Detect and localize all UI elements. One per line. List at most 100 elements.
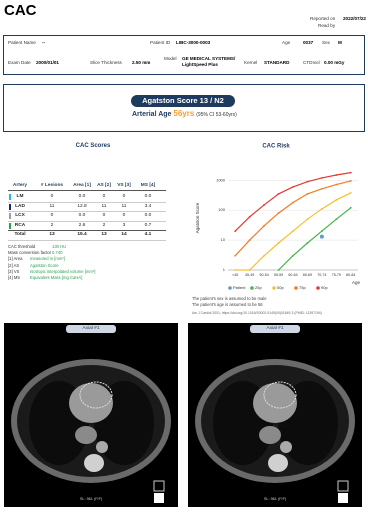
table-cell: 0 — [50, 194, 54, 199]
table-cell: 13 — [101, 232, 107, 237]
field-value: STANDARD — [264, 60, 290, 65]
image-footer: SL: 961 (F/F) — [79, 497, 103, 501]
series-point — [335, 199, 338, 201]
note-value: Equivalent Mass [mg CaHA] — [30, 275, 83, 280]
risk-chart: CAC Risk Agatston Score 1 10 100 1000 <45 45-49… — [195, 144, 361, 290]
title: CAC — [4, 2, 37, 19]
field-label: Kernel — [244, 60, 258, 65]
legend-label: Patient — [233, 285, 246, 290]
score-badge: Agatston Score 13 / N2 — [131, 95, 235, 107]
series-point — [263, 224, 266, 227]
legend-label: 25p — [255, 285, 262, 290]
table-cell: 0 — [122, 213, 126, 218]
x-tick-label: 70-74 — [317, 273, 326, 277]
x-tick-label: 65-69 — [303, 273, 312, 277]
table-cell: 2 — [50, 222, 54, 228]
table-cell: 2.6 — [78, 222, 86, 228]
series-point — [320, 230, 323, 232]
series-line — [278, 207, 352, 271]
image-footer: SL: 961 (F/F) — [263, 497, 287, 501]
column-header: # Lesions — [40, 183, 64, 188]
table-cell: 3 — [122, 222, 126, 228]
legend-swatch — [316, 286, 320, 290]
table-cell: LM — [16, 194, 24, 199]
patient-box — [3, 35, 365, 75]
table-cell: LAD — [15, 203, 25, 209]
series-point — [320, 187, 323, 190]
row-rule — [8, 201, 166, 203]
table-cell: 0 — [102, 194, 106, 199]
series-point — [263, 254, 266, 257]
y-tick-label: 1 — [223, 267, 226, 272]
ct-scan — [195, 359, 355, 503]
chart-citation: Am J Cardiol 2001; https://doi.org/10.10… — [192, 311, 322, 315]
scores-title: CAC Scores — [75, 143, 111, 149]
field-value: 0037 — [303, 40, 314, 45]
total-rule — [8, 230, 166, 231]
table-cell: 14 — [121, 232, 127, 237]
series-point — [277, 212, 280, 214]
x-tick-label: 60-64 — [288, 273, 297, 277]
arterial-ci: (95% CI 53-60yrs) — [196, 112, 237, 118]
table-cell: 0 — [122, 194, 126, 199]
field-value: 0.00 mGy — [324, 60, 345, 65]
field-value: 2000/01/01 — [36, 60, 59, 65]
series-point — [306, 218, 309, 221]
arterial-age: Arterial Age 56yrs (95% CI 53-60yrs) — [132, 109, 237, 118]
series-point — [349, 206, 352, 209]
field-label: Model — [164, 56, 177, 61]
arterial-value: 56yrs — [173, 109, 195, 118]
y-tick-label: 100 — [218, 207, 225, 212]
score-box — [3, 84, 365, 132]
series-point — [292, 254, 294, 257]
series-point — [277, 269, 280, 271]
reported-value: 2022/07/22 — [343, 16, 366, 21]
note-label: [3] VS — [8, 268, 20, 274]
field-label: Sex — [322, 40, 330, 45]
column-header: MS [4] — [140, 183, 156, 188]
field-label: Slice Thickness — [90, 60, 122, 65]
note-value: measured in [mm²] — [30, 256, 65, 262]
ct-image — [188, 323, 362, 507]
legend-swatch — [250, 286, 254, 290]
table-cell: 0.7 — [144, 222, 152, 228]
row-color — [9, 222, 11, 229]
patient-point — [319, 234, 324, 239]
note-label: Mass conversion factor — [8, 250, 52, 256]
header-rule — [8, 190, 166, 191]
field-label: Exam Date — [8, 60, 31, 65]
table-cell: 0 — [102, 213, 106, 218]
table-cell: 12.8 — [77, 203, 87, 209]
x-axis-label: Age — [352, 280, 361, 285]
series-point — [248, 239, 251, 241]
table-cell: Total — [14, 232, 26, 237]
note-label: [1] Area — [8, 256, 23, 262]
table-cell: 0.0 — [144, 213, 152, 218]
field-label: Age — [282, 40, 291, 45]
row-rule — [8, 211, 166, 212]
series-point — [248, 269, 251, 271]
field-label: Patient Name — [8, 40, 36, 45]
x-tick-label: 80-84 — [346, 273, 355, 277]
column-header: AS [2] — [97, 183, 111, 188]
ct-image — [4, 323, 178, 507]
chart-note: The patient's sex is assumed to be male — [192, 296, 267, 301]
field-value: -- — [42, 40, 46, 45]
series-point — [234, 269, 237, 271]
table-cell: 4.1 — [144, 232, 152, 237]
table-cell: 3.4 — [144, 203, 152, 209]
legend-swatch — [294, 286, 298, 290]
row-rule — [8, 239, 166, 241]
note-value: Isotropic interpolated volume [mm³] — [30, 268, 96, 274]
read-by-label: Read by — [318, 23, 336, 28]
table-cell: LCX — [15, 213, 25, 218]
legend-swatch — [272, 286, 276, 290]
image-label: Axial #1 — [250, 325, 300, 333]
series-point — [349, 191, 352, 194]
table-cell: 0 — [50, 213, 54, 218]
series-point — [306, 180, 309, 183]
table-cell: 0.0 — [144, 194, 152, 199]
field-label: CTDIvol — [303, 60, 320, 65]
y-axis-label: Agatston Score — [195, 202, 200, 233]
